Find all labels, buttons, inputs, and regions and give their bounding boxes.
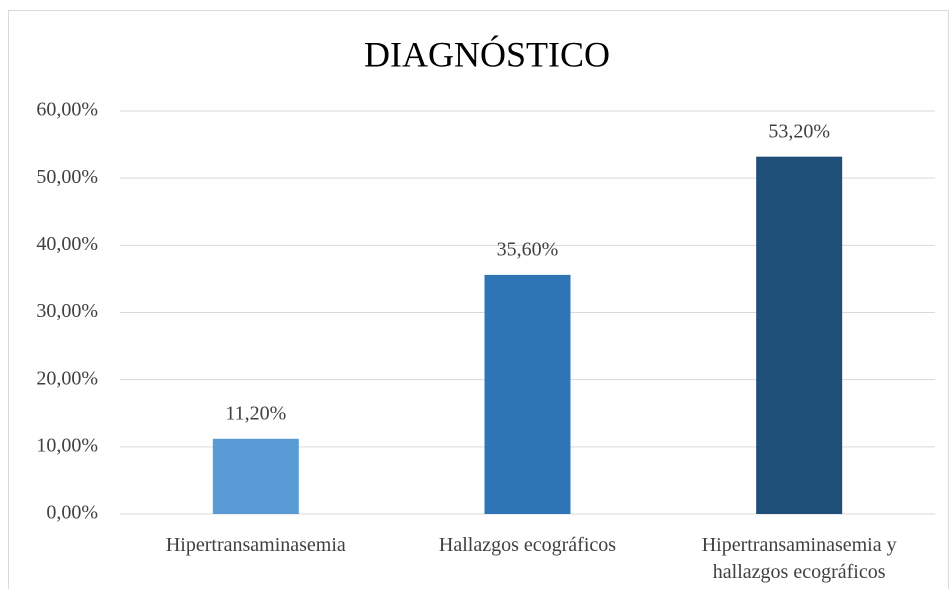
data-label: 35,60%: [497, 238, 559, 260]
x-tick-label: Hallazgos ecográficos: [438, 534, 617, 556]
chart-title: DIAGNÓSTICO: [364, 34, 610, 74]
data-label: 53,20%: [768, 120, 830, 142]
y-tick-label: 10,00%: [36, 434, 98, 456]
bar: [756, 156, 843, 514]
x-tick-label: Hipertransaminasemia y hallazgos ecográf…: [701, 534, 897, 583]
y-tick-label: 60,00%: [36, 99, 98, 121]
chart-border: [8, 10, 949, 589]
bar: [212, 438, 299, 514]
data-label: 11,20%: [225, 402, 286, 424]
y-tick-label: 40,00%: [36, 233, 98, 255]
x-tick-label: Hipertransaminasemia: [165, 534, 346, 556]
y-tick-label: 50,00%: [36, 166, 98, 188]
y-tick-label: 30,00%: [36, 300, 98, 322]
y-tick-label: 0,00%: [46, 502, 98, 524]
y-tick-label: 20,00%: [36, 367, 98, 389]
bar: [484, 274, 571, 514]
